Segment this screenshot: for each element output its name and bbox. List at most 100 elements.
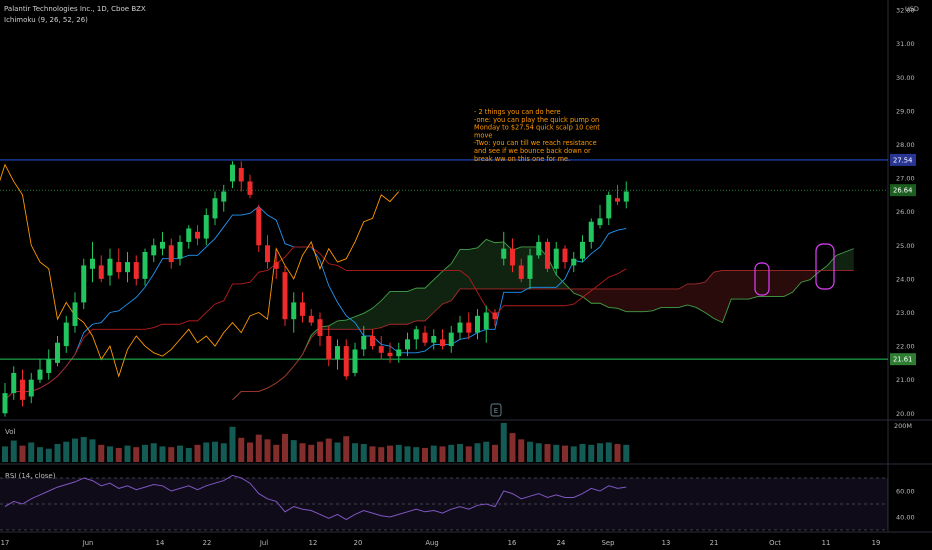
ichimoku-cloud [643,288,653,312]
candle-body [221,191,227,202]
volume-bar [255,434,262,462]
volume-bar [10,440,17,462]
candle [11,366,17,400]
volume-bar [457,444,463,462]
candle-body [562,248,568,263]
volume-bar [448,444,455,462]
rsi-tick: 40.00 [896,514,915,522]
ichimoku-cloud [652,288,662,311]
volume-bar [185,447,192,462]
candle-body [370,336,375,347]
date-tick: 17 [1,539,10,547]
candle [326,325,332,367]
volume-bar [500,422,507,462]
tenkan-line [4,206,627,401]
volume-bar [308,444,315,462]
ichimoku-cloud [337,320,347,330]
candle-body [378,346,384,353]
candle-body [405,339,410,350]
candle [370,329,375,350]
ichimoku-cloud [696,282,705,313]
price-tick: 27.00 [896,175,915,183]
date-tick: 16 [508,539,517,547]
volume-bar [168,447,175,462]
candle [536,235,542,259]
price-tick: 20.00 [896,410,915,418]
volume-bar [28,442,35,462]
rsi-label: RSI (14, close) [5,472,56,480]
volume-bar [483,441,490,462]
price-marker: 27.54 [890,153,916,166]
ichimoku-cloud [451,249,460,301]
volume-bar [395,444,402,462]
candle-body [308,315,314,323]
ichimoku-cloud [407,288,417,325]
volume-bar [325,438,332,462]
candle [475,309,480,340]
candle [510,238,515,273]
price-marker-box [890,184,916,197]
ichimoku-cloud [783,270,793,297]
ichimoku-cloud [573,288,583,297]
price-marker: 21.61 [890,353,916,366]
candle-body [230,164,235,182]
ichimoku-cloud [687,283,697,308]
candle-body [125,262,130,273]
date-tick: Aug [425,539,438,547]
date-tick: 13 [662,539,671,547]
candle-body [11,372,17,394]
candle-body [116,262,122,273]
candle-body [597,218,603,226]
volume-bar [80,437,87,462]
candle-body [177,241,183,259]
candle [457,315,463,340]
candle [448,325,454,353]
volume-bar [378,447,385,462]
candle-body [247,181,253,195]
candle [160,231,165,256]
chart-legend: Palantir Technologies Inc., 1D, Cboe BZX… [4,4,146,26]
candle-body [63,322,69,347]
rsi-tick: 60.00 [896,488,915,496]
senkou-span-a [232,238,854,401]
ichimoku-cloud [678,283,688,308]
candle-body [300,302,305,316]
candle [623,181,629,209]
ichimoku-cloud [836,252,845,271]
symbol-title[interactable]: Palantir Technologies Inc., 1D, Cboe BZX [4,5,146,13]
price-marker: 26.64 [890,184,916,197]
price-tick: 28.00 [896,141,915,149]
price-marker-label: 21.61 [893,356,912,364]
ichimoku-cloud [346,316,355,330]
annotation-line: -one: you can play the quick pump on [474,116,599,124]
candle [238,161,244,192]
candle-body [186,228,192,242]
candle [282,265,288,326]
volume-bar [518,439,525,462]
candle [2,383,8,417]
price-marker-box [890,153,916,166]
candle [55,336,60,367]
candle [545,238,550,273]
volume-bar [212,441,218,462]
candle [431,329,437,350]
candle-body [273,262,279,269]
candle-body [492,312,498,320]
candle [378,336,384,360]
candle-body [317,319,323,336]
ichimoku-cloud [635,288,644,312]
ichimoku-cloud [731,270,740,300]
date-tick: Sep [602,539,615,547]
indicator-title[interactable]: Ichimoku (9, 26, 52, 26) [4,16,88,24]
candle-body [518,265,524,279]
candle [615,184,620,205]
candle [151,238,157,263]
volume-bar [352,443,358,462]
ichimoku-cloud [608,288,618,309]
candle [37,359,43,384]
annotation-line: - 2 things you can do here [474,108,561,116]
ichimoku-cloud [827,255,837,271]
volume-bar [387,445,393,462]
annotation-line: Monday to $27.54 quick scalp 10 cent [474,124,600,132]
